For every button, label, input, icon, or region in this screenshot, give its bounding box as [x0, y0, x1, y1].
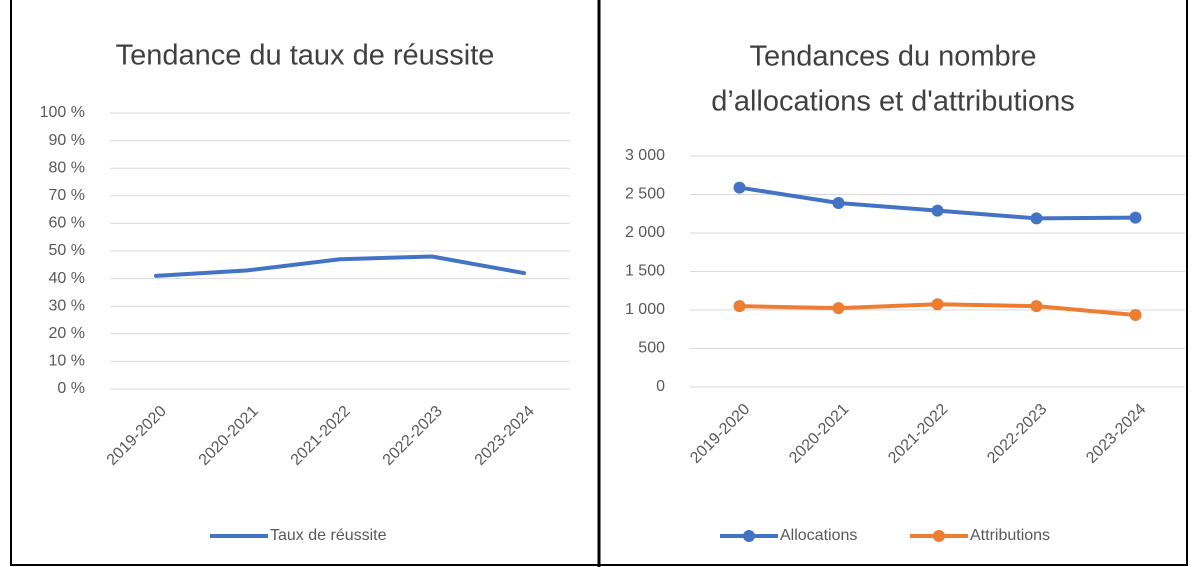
y-tick-label: 50 %	[49, 242, 85, 259]
y-tick-label: 80 %	[49, 159, 85, 176]
y-tick-label: 10 %	[49, 353, 85, 370]
y-tick-label: 1 000	[625, 301, 665, 318]
point	[931, 298, 944, 311]
y-tick-label: 2 500	[625, 186, 665, 203]
y-tick-label: 0 %	[57, 380, 85, 397]
x-tick-label: 2023-2024	[1083, 401, 1149, 467]
legend-marker	[743, 530, 755, 542]
y-tick-label: 40 %	[49, 270, 85, 287]
x-tick-label: 2022-2023	[984, 401, 1050, 467]
x-tick-label: 2020-2021	[786, 401, 852, 467]
y-tick-label: 0	[656, 378, 665, 395]
point	[1030, 300, 1043, 313]
x-tick-label: 2021-2022	[288, 403, 354, 469]
series-line	[154, 254, 526, 278]
x-tick-label: 2019-2020	[104, 403, 170, 469]
legend-label: Allocations	[780, 527, 857, 544]
legend-marker	[933, 530, 945, 542]
point	[1129, 211, 1142, 224]
y-tick-label: 20 %	[49, 325, 85, 342]
y-tick-label: 30 %	[49, 297, 85, 314]
x-tick-label: 2022-2023	[380, 403, 446, 469]
chart-title: Tendance du taux de réussite	[116, 40, 495, 72]
x-tick-label: 2020-2021	[196, 403, 262, 469]
y-tick-label: 100 %	[40, 104, 85, 121]
y-tick-label: 1 500	[625, 263, 665, 280]
point	[832, 302, 845, 315]
x-tick-label: 2023-2024	[472, 403, 538, 469]
y-tick-label: 60 %	[49, 215, 85, 232]
y-tick-label: 2 000	[625, 224, 665, 241]
point	[931, 204, 944, 217]
chart-title: Tendances du nombre	[750, 41, 1037, 73]
legend-label: Taux de réussite	[270, 527, 387, 544]
legend-label: Attributions	[970, 527, 1050, 544]
point	[832, 196, 845, 209]
point	[733, 181, 746, 194]
point	[1129, 309, 1142, 322]
x-tick-label: 2021-2022	[885, 401, 951, 467]
y-tick-label: 70 %	[49, 187, 85, 204]
point	[733, 300, 746, 313]
y-tick-label: 90 %	[49, 132, 85, 149]
point	[1030, 212, 1043, 225]
x-tick-label: 2019-2020	[687, 401, 753, 467]
y-tick-label: 3 000	[625, 147, 665, 164]
chart-title: d’allocations et d'attributions	[711, 86, 1074, 118]
y-tick-label: 500	[638, 340, 665, 357]
